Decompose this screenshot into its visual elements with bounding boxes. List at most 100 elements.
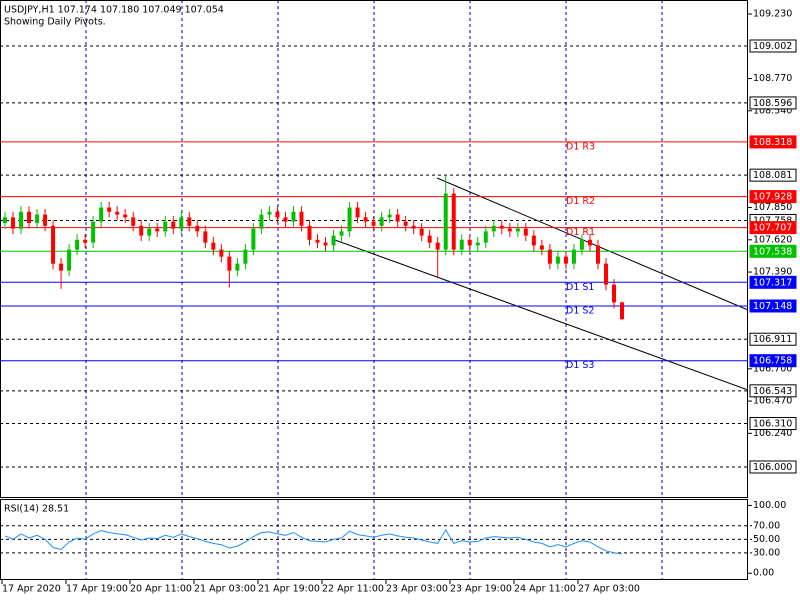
price-level-box: [749, 135, 797, 149]
price-level-label: 106.310: [753, 419, 792, 430]
candle-body: [27, 211, 32, 223]
price-level-label: 108.318: [753, 137, 792, 148]
candle-body: [35, 214, 40, 223]
candle-body: [187, 217, 192, 226]
price-level-box: [749, 168, 797, 182]
candle-body: [395, 214, 400, 222]
price-level-label: 106.543: [753, 386, 792, 397]
candle-body: [443, 193, 448, 250]
rsi-tick-label: 30.00: [753, 547, 780, 558]
candle-body: [363, 217, 368, 222]
candle-body: [211, 242, 216, 250]
candle-body: [483, 231, 488, 243]
price-level-box: [749, 332, 797, 346]
candle-body: [307, 225, 312, 240]
rsi-tick-label: 70.00: [753, 520, 780, 531]
candle-body: [547, 249, 552, 264]
price-level-label: 107.317: [753, 277, 792, 288]
candle-body: [243, 249, 248, 264]
price-level-label: 107.758: [753, 215, 792, 226]
candle-body: [475, 242, 480, 246]
channel-line: [334, 239, 749, 391]
candle-body: [299, 211, 304, 226]
price-level-box: [749, 299, 797, 313]
price-level-box: [749, 460, 797, 474]
candle-body: [435, 242, 440, 250]
x-tick-label: 24 Apr 11:00: [514, 584, 576, 595]
candle-body: [43, 214, 48, 226]
y-tick-label: 106.470: [753, 396, 792, 407]
chart-subtitle: Showing Daily Pivots.: [4, 17, 106, 28]
candle-body: [339, 231, 344, 236]
candle-body: [571, 249, 576, 264]
candle-body: [451, 193, 456, 250]
candle-body: [147, 228, 152, 236]
x-tick-label: 27 Apr 03:00: [578, 584, 640, 595]
candle-body: [579, 239, 584, 250]
candle-body: [123, 214, 128, 218]
candle-body: [531, 235, 536, 246]
price-level-box: [749, 244, 797, 258]
y-tick-label: 108.770: [753, 73, 792, 84]
candle-body: [91, 221, 96, 243]
main-panel-border: [0, 0, 748, 498]
candle-body: [515, 228, 520, 232]
price-level-label: 106.758: [753, 356, 792, 367]
candle-body: [267, 211, 272, 215]
candle-body: [163, 221, 168, 232]
candle-body: [115, 211, 120, 215]
x-tick-label: 21 Apr 19:00: [258, 584, 320, 595]
price-level-label: 108.081: [753, 170, 792, 181]
rsi-line: [4, 528, 623, 555]
candle-body: [139, 225, 144, 236]
candle-body: [315, 239, 320, 243]
candle-body: [603, 263, 608, 285]
rsi-tick-label: 0.00: [753, 568, 774, 579]
candle-body: [227, 256, 232, 271]
candle-body: [371, 221, 376, 226]
candle-body: [131, 217, 136, 226]
price-level-box: [749, 384, 797, 398]
candle-body: [235, 263, 240, 271]
channel-line: [436, 177, 749, 311]
candle-body: [355, 207, 360, 218]
candle-body: [347, 207, 352, 232]
pivot-label: D1 R1: [566, 227, 595, 238]
candle-body: [523, 228, 528, 236]
candle-body: [11, 217, 16, 229]
price-level-label: 107.707: [753, 223, 792, 234]
rsi-tick-label: 100.00: [753, 500, 786, 511]
candle-body: [219, 249, 224, 257]
candle-body: [67, 249, 72, 271]
candle-body: [427, 235, 432, 243]
x-tick-label: 17 Apr 19:00: [66, 584, 128, 595]
candle-body: [19, 211, 24, 229]
candle-body: [203, 231, 208, 243]
candle-body: [379, 217, 384, 226]
candle-body: [291, 211, 296, 222]
x-tick-label: 21 Apr 03:00: [194, 584, 256, 595]
price-level-label: 107.148: [753, 301, 792, 312]
candle-body: [411, 225, 416, 229]
y-tick-label: 107.620: [753, 234, 792, 245]
price-level-label: 107.928: [753, 192, 792, 203]
price-level-box: [749, 221, 797, 235]
price-level-box: [749, 39, 797, 53]
candle-body: [59, 263, 64, 271]
candle-body: [75, 239, 80, 250]
rsi-tick-label: 50.00: [753, 534, 780, 545]
candle-body: [99, 207, 104, 222]
candle-body: [259, 214, 264, 229]
x-tick-label: 23 Apr 19:00: [450, 584, 512, 595]
candle-body: [323, 242, 328, 246]
candle-body: [587, 239, 592, 246]
candle-body: [467, 239, 472, 246]
y-tick-label: 109.230: [753, 9, 792, 20]
pivot-label: D1 R3: [566, 141, 595, 152]
pivot-label: D1 S2: [566, 305, 594, 316]
candle-body: [595, 245, 600, 264]
chart-title: USDJPY,H1 107.174 107.180 107.049 107.05…: [4, 5, 224, 16]
price-level-box: [749, 354, 797, 368]
